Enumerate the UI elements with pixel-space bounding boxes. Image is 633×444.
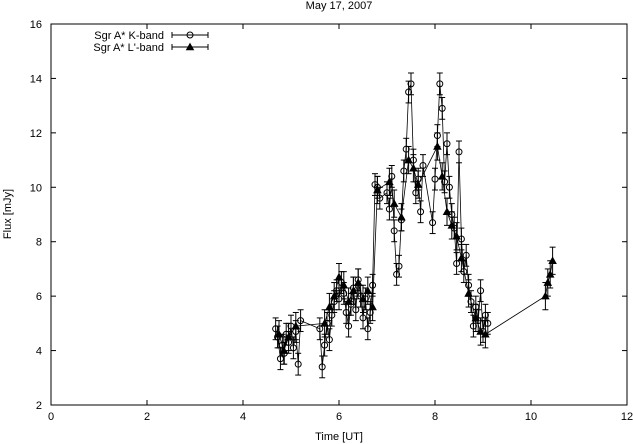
data-point: [543, 278, 553, 286]
legend: Sgr A* K-band Sgr A* L'-band: [93, 30, 209, 54]
data-point: [462, 251, 470, 259]
data-point: [433, 142, 442, 150]
data-point: [437, 171, 447, 180]
y-tick-label: 14: [30, 73, 42, 85]
data-point: [352, 306, 360, 314]
triangle-marker-icon: [185, 42, 195, 51]
data-point: [447, 220, 457, 229]
legend-sample-k-band: [171, 31, 209, 39]
data-point: [404, 155, 413, 164]
data-point: [452, 231, 461, 240]
data-point: [363, 286, 373, 294]
data-point: [467, 298, 475, 306]
legend-sample-l-band: [171, 42, 209, 51]
x-tick-label: 2: [144, 411, 150, 423]
data-point: [329, 291, 339, 300]
circle-marker-icon: [186, 31, 194, 39]
data-point: [436, 80, 444, 88]
data-point: [349, 286, 358, 294]
legend-label-k-band: Sgr A* K-band: [94, 30, 164, 42]
data-point: [321, 341, 329, 349]
data-point: [325, 302, 334, 311]
data-point: [481, 329, 490, 338]
x-tick-label: 10: [525, 411, 537, 423]
data-point: [316, 325, 324, 333]
data-point: [373, 185, 382, 194]
y-tick-label: 8: [36, 237, 42, 249]
data-point: [289, 344, 297, 352]
data-point: [390, 227, 398, 235]
data-point: [443, 140, 451, 148]
data-point: [389, 199, 399, 207]
series-k-band: [272, 72, 492, 379]
x-tick-label: 6: [336, 411, 342, 423]
y-tick-label: 2: [36, 400, 42, 412]
data-point: [464, 288, 473, 297]
data-point: [291, 321, 301, 330]
y-axis-label: Flux [mJy]: [2, 189, 14, 239]
data-point: [407, 80, 415, 88]
data-point: [344, 297, 353, 305]
y-tick-label: 10: [30, 182, 42, 194]
data-point: [279, 346, 289, 354]
data-point: [469, 322, 477, 330]
data-point: [284, 332, 293, 341]
data-point: [388, 172, 396, 180]
data-point: [334, 272, 344, 281]
data-point: [397, 212, 406, 221]
data-point: [325, 336, 333, 344]
chart-title: May 17, 2007: [306, 0, 373, 12]
data-point: [548, 256, 557, 265]
x-tick-labels: 0 2 4 6 8 10 12: [48, 411, 633, 423]
data-point: [395, 262, 403, 270]
data-point: [400, 167, 408, 175]
y-tick-label: 6: [36, 291, 42, 303]
data-point: [438, 104, 446, 112]
data-point: [409, 163, 418, 172]
data-point: [339, 280, 349, 289]
data-point: [471, 313, 481, 322]
series-l-band: [274, 132, 557, 365]
x-tick-label: 12: [621, 411, 633, 423]
x-tick-label: 8: [432, 411, 438, 423]
data-point: [457, 253, 466, 262]
data-point: [385, 177, 394, 186]
data-point: [413, 180, 423, 188]
x-tick-label: 0: [48, 411, 54, 423]
data-point: [476, 327, 485, 335]
x-tick-label: 4: [240, 411, 246, 423]
data-point: [320, 318, 329, 327]
legend-label-l-band: Sgr A* L'-band: [93, 42, 164, 54]
data-point: [274, 329, 284, 338]
data-point: [294, 360, 302, 368]
data-point: [297, 317, 305, 325]
y-tick-label: 4: [36, 346, 42, 358]
data-point: [364, 325, 372, 333]
data-point: [477, 287, 485, 295]
data-point: [345, 322, 353, 330]
data-point: [318, 363, 326, 371]
data-point: [368, 302, 377, 311]
data-point: [445, 183, 453, 191]
data-point: [385, 205, 393, 213]
data-point: [419, 162, 427, 170]
data-point: [429, 219, 437, 227]
y-tick-label: 16: [30, 19, 42, 31]
y-tick-labels: 2 4 6 8 10 12 14 16: [30, 19, 42, 412]
plot-frame: [50, 23, 628, 406]
axis-ticks: [50, 23, 628, 406]
data-point: [358, 294, 368, 303]
y-tick-label: 12: [30, 128, 42, 140]
data-point: [417, 208, 425, 216]
series-layer: [272, 72, 557, 379]
data-point: [369, 281, 377, 289]
data-point: [455, 148, 463, 156]
data-point: [431, 175, 439, 183]
x-axis-label: Time [UT]: [315, 431, 363, 443]
data-point: [453, 259, 461, 267]
data-point: [353, 278, 363, 286]
